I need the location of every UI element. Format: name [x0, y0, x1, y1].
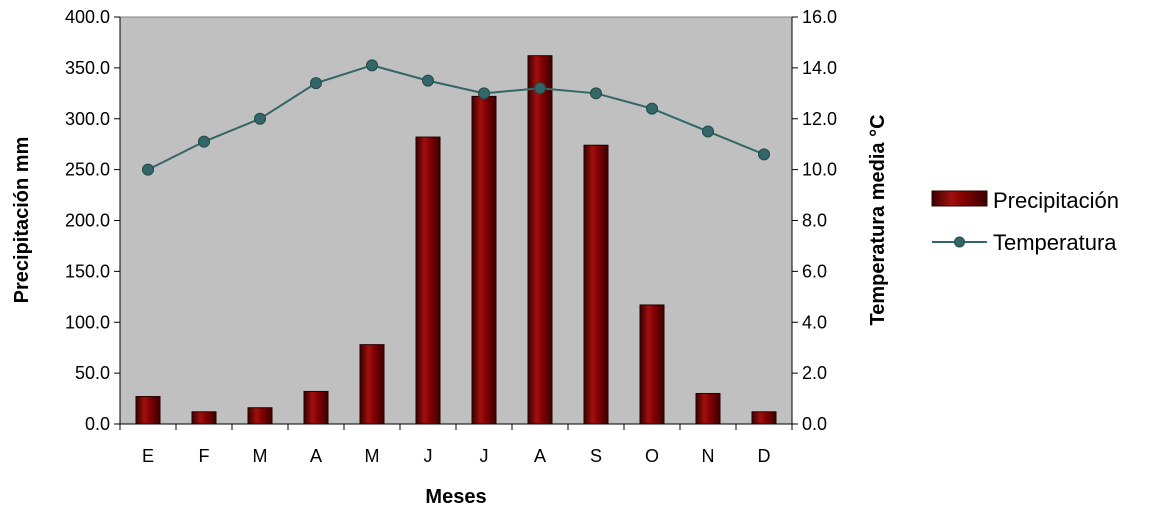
x-tick-label: J	[424, 446, 433, 466]
legend-swatch-precipitation	[931, 190, 988, 207]
precipitation-bar	[695, 392, 721, 425]
right-axis-ticks: 0.0 2.0 4.0 6.0 8.0 10.0 12.0 14.0 16.0	[792, 7, 837, 434]
x-tick-label: M	[365, 446, 380, 466]
y-tick-label: 150.0	[65, 261, 110, 281]
legend-swatch-temperature-marker	[954, 236, 965, 248]
temperature-point	[310, 77, 322, 90]
x-axis-title: Meses	[425, 486, 486, 508]
y2-tick-label: 8.0	[802, 211, 827, 231]
temperature-point	[478, 87, 490, 100]
legend-label-precipitation: Precipitación	[993, 188, 1119, 213]
precipitation-bar	[191, 411, 217, 425]
y-tick-label: 400.0	[65, 7, 110, 27]
temperature-point	[646, 102, 658, 115]
x-tick-label: O	[645, 446, 659, 466]
x-tick-label: N	[702, 446, 715, 466]
y-tick-label: 300.0	[65, 109, 110, 129]
precipitation-bar	[583, 144, 609, 425]
y2-tick-label: 14.0	[802, 58, 837, 78]
y2-tick-label: 4.0	[802, 312, 827, 332]
x-tick-label: S	[590, 446, 602, 466]
x-tick-label: E	[142, 446, 154, 466]
temperature-polyline	[147, 64, 765, 171]
x-tick-label: M	[253, 446, 268, 466]
y2-axis-title: Temperatura media °C	[867, 114, 889, 325]
y2-tick-label: 2.0	[802, 363, 827, 383]
temperature-point	[198, 135, 210, 148]
y2-tick-label: 6.0	[802, 261, 827, 281]
temperature-point	[590, 87, 602, 100]
temperature-line	[142, 59, 770, 176]
y2-tick-label: 0.0	[802, 414, 827, 434]
temperature-point	[702, 125, 714, 138]
precipitation-bar	[135, 396, 161, 425]
y2-tick-label: 12.0	[802, 109, 837, 129]
temperature-point	[366, 59, 378, 72]
x-tick-label: D	[758, 446, 771, 466]
precipitation-bar	[303, 390, 329, 425]
legend-label-temperature: Temperatura	[993, 230, 1117, 255]
y2-tick-label: 10.0	[802, 160, 837, 180]
precipitation-bar	[527, 55, 553, 425]
plot-area	[119, 16, 793, 425]
x-tick-label: A	[310, 446, 322, 466]
temperature-point	[254, 112, 266, 125]
x-tick-label: F	[199, 446, 210, 466]
legend: Precipitación Temperatura	[931, 188, 1119, 255]
temperature-point	[758, 148, 770, 161]
x-tick-label: A	[534, 446, 546, 466]
y-tick-label: 350.0	[65, 58, 110, 78]
precipitation-bars	[135, 55, 777, 425]
temperature-point	[422, 74, 434, 87]
y-tick-label: 200.0	[65, 211, 110, 231]
y-tick-label: 250.0	[65, 160, 110, 180]
precipitation-bar	[471, 95, 497, 425]
y2-tick-label: 16.0	[802, 7, 837, 27]
y-tick-label: 100.0	[65, 312, 110, 332]
temperature-point	[142, 163, 154, 176]
left-axis-ticks: 0.0 50.0 100.0 150.0 200.0 250.0 300.0 350.0 400…	[65, 7, 120, 434]
y-axis-title: Precipitación mm	[11, 137, 33, 304]
precipitation-bar	[751, 411, 777, 425]
x-tick-label: J	[480, 446, 489, 466]
precipitation-bar	[247, 407, 273, 425]
precipitation-bar	[639, 304, 665, 425]
y-tick-label: 0.0	[85, 414, 110, 434]
y-tick-label: 50.0	[75, 363, 110, 383]
temperature-point	[534, 82, 546, 95]
precipitation-bar	[359, 344, 385, 425]
precipitation-bar	[415, 136, 441, 425]
